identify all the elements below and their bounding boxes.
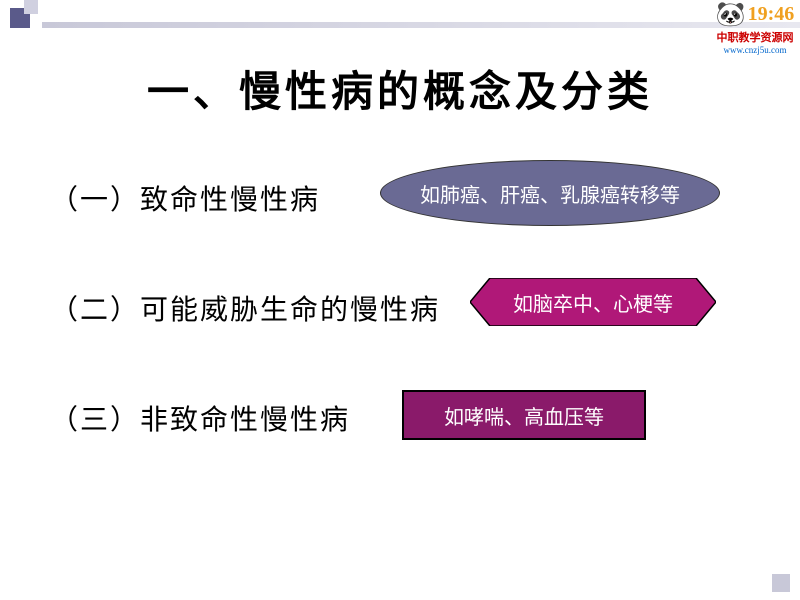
decoration-bottom-square [772,574,790,592]
list-item-3: （三）非致命性慢性病 [50,398,350,438]
watermark-logo: 🐼 19:46 [710,0,800,29]
clock-time: 19:46 [748,3,795,26]
slide-title: 一、慢性病的概念及分类 [0,58,800,119]
watermark-brand: 中职教学资源网 [710,29,800,45]
list-item-1: （一）致命性慢性病 [50,178,320,218]
watermark-url: www.cnzj5u.com [710,45,800,55]
annotation-hexagon: 如脑卒中、心梗等 [470,278,716,326]
list-item-2: （二）可能威胁生命的慢性病 [50,288,440,328]
decoration-square-light [24,0,38,14]
panda-icon: 🐼 [716,0,746,29]
annotation-hexagon-text: 如脑卒中、心梗等 [513,288,673,317]
annotation-rectangle-text: 如哮喘、高血压等 [444,401,604,430]
annotation-ellipse: 如肺癌、肝癌、乳腺癌转移等 [380,160,720,226]
annotation-rectangle: 如哮喘、高血压等 [402,390,646,440]
annotation-ellipse-text: 如肺癌、肝癌、乳腺癌转移等 [420,179,680,208]
top-decoration [0,0,800,28]
watermark: 🐼 19:46 中职教学资源网 www.cnzj5u.com [710,0,800,50]
decoration-bar [42,22,800,28]
